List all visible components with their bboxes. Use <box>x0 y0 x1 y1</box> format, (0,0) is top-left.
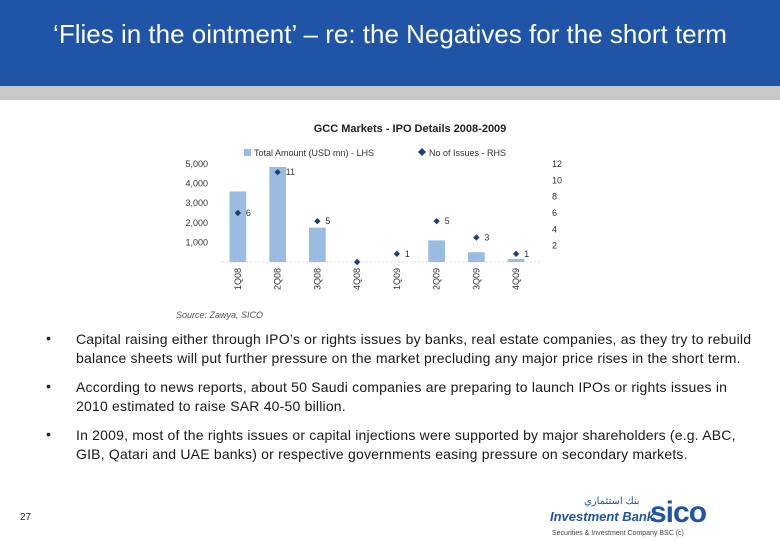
right-tick-label: 12 <box>552 159 562 169</box>
logo-brand: sico <box>650 496 707 529</box>
title-underline-bar <box>0 86 780 100</box>
marker-3Q09 <box>473 234 480 241</box>
bullet-list: • Capital raising either through IPO’s o… <box>46 330 756 474</box>
category-label: 1Q09 <box>392 268 402 290</box>
marker-label: 5 <box>325 216 330 226</box>
bullet-text: According to news reports, about 50 Saud… <box>76 379 728 414</box>
marker-4Q09 <box>512 250 520 258</box>
bar-4Q09 <box>507 259 525 262</box>
right-tick-label: 10 <box>552 175 562 185</box>
right-tick-label: 6 <box>552 208 557 218</box>
bullet-marker: • <box>46 330 51 346</box>
bar-2Q08 <box>269 166 286 262</box>
logo-arabic-text: بنك استثماري <box>584 496 640 507</box>
ipo-chart-svg: GCC Markets - IPO Details 2008-2009 Total… <box>185 123 562 290</box>
marker-3Q08 <box>314 217 321 225</box>
chart-title: GCC Markets - IPO Details 2008-2009 <box>314 123 507 135</box>
category-label: 3Q08 <box>312 268 322 290</box>
category-label: 4Q08 <box>352 268 362 290</box>
page-number: 27 <box>20 512 32 523</box>
bullet-item: • Capital raising either through IPO’s o… <box>46 330 756 368</box>
logo-subtitle: Investment Bank <box>550 509 655 524</box>
category-label: 2Q08 <box>273 268 283 290</box>
marker-2Q09 <box>433 217 440 225</box>
left-tick-label: 4,000 <box>185 179 208 189</box>
marker-label: 1 <box>524 249 529 259</box>
logo-fine-print: Securities & Investment Company BSC (c) <box>552 530 684 537</box>
sico-logo: بنك استثماري Investment Bank sico Securi… <box>548 496 774 540</box>
marker-label: 3 <box>484 233 489 243</box>
marker-2Q08 <box>274 168 281 176</box>
bullet-item: • According to news reports, about 50 Sa… <box>46 378 756 416</box>
bar-3Q09 <box>468 252 485 262</box>
marker-label: 5 <box>445 216 450 226</box>
bar-2Q09 <box>428 240 445 262</box>
left-tick-label: 2,000 <box>185 218 208 228</box>
marker-label: 11 <box>286 167 295 177</box>
marker-1Q09 <box>393 250 401 258</box>
bullet-text: Capital raising either through IPO’s or … <box>76 331 752 366</box>
legend-marker <box>418 148 426 156</box>
right-tick-label: 2 <box>552 241 557 251</box>
right-tick-label: 4 <box>552 224 557 234</box>
category-label: 2Q09 <box>432 268 442 290</box>
left-tick-label: 5,000 <box>185 159 208 169</box>
bar-3Q08 <box>309 227 326 262</box>
bar-1Q08 <box>229 191 247 262</box>
marker-label: 1 <box>405 249 410 259</box>
marker-4Q08 <box>353 258 361 266</box>
category-label: 4Q09 <box>511 268 521 290</box>
legend-label-bar: Total Amount (USD mn) - LHS <box>254 148 374 158</box>
left-tick-label: 3,000 <box>185 198 208 208</box>
category-label: 3Q09 <box>471 268 481 290</box>
title-bar: ‘Flies in the ointment’ – re: the Negati… <box>0 0 780 86</box>
left-tick-label: 1,000 <box>185 237 208 247</box>
slide-title: ‘Flies in the ointment’ – re: the Negati… <box>53 19 727 49</box>
bullet-marker: • <box>46 378 51 394</box>
bullet-marker: • <box>46 426 51 442</box>
marker-label: 6 <box>246 208 251 218</box>
bullet-text: In 2009, most of the rights issues or ca… <box>76 427 736 462</box>
chart-source: Source: Zawya, SICO <box>176 310 264 320</box>
bullet-item: • In 2009, most of the rights issues or … <box>46 426 756 464</box>
ipo-chart: GCC Markets - IPO Details 2008-2009 Total… <box>160 112 580 312</box>
category-label: 1Q08 <box>233 268 243 290</box>
legend-label-marker: No of Issues - RHS <box>429 148 506 158</box>
right-tick-label: 8 <box>552 192 557 202</box>
legend-swatch-bar <box>244 149 251 156</box>
